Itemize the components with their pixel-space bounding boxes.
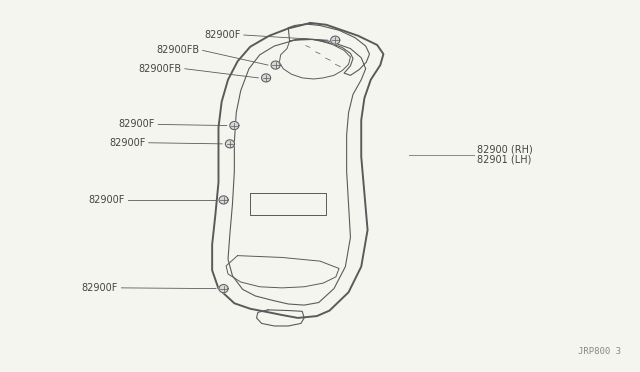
Text: 82900F: 82900F: [204, 30, 241, 40]
Polygon shape: [230, 122, 239, 129]
Polygon shape: [219, 196, 228, 204]
Text: 82900F: 82900F: [82, 283, 118, 293]
Text: 82900FB: 82900FB: [139, 64, 182, 74]
Text: 82900FB: 82900FB: [156, 45, 200, 55]
Text: 82900F: 82900F: [118, 119, 155, 129]
Text: 82900F: 82900F: [109, 138, 145, 148]
Polygon shape: [271, 61, 280, 69]
Text: 82900F: 82900F: [88, 195, 125, 205]
Text: 82901 (LH): 82901 (LH): [477, 155, 532, 165]
Polygon shape: [331, 36, 340, 44]
Text: JRP800 3: JRP800 3: [579, 347, 621, 356]
Text: 82900 (RH): 82900 (RH): [477, 144, 533, 154]
Polygon shape: [262, 74, 271, 82]
Polygon shape: [219, 285, 228, 293]
Polygon shape: [225, 140, 234, 148]
